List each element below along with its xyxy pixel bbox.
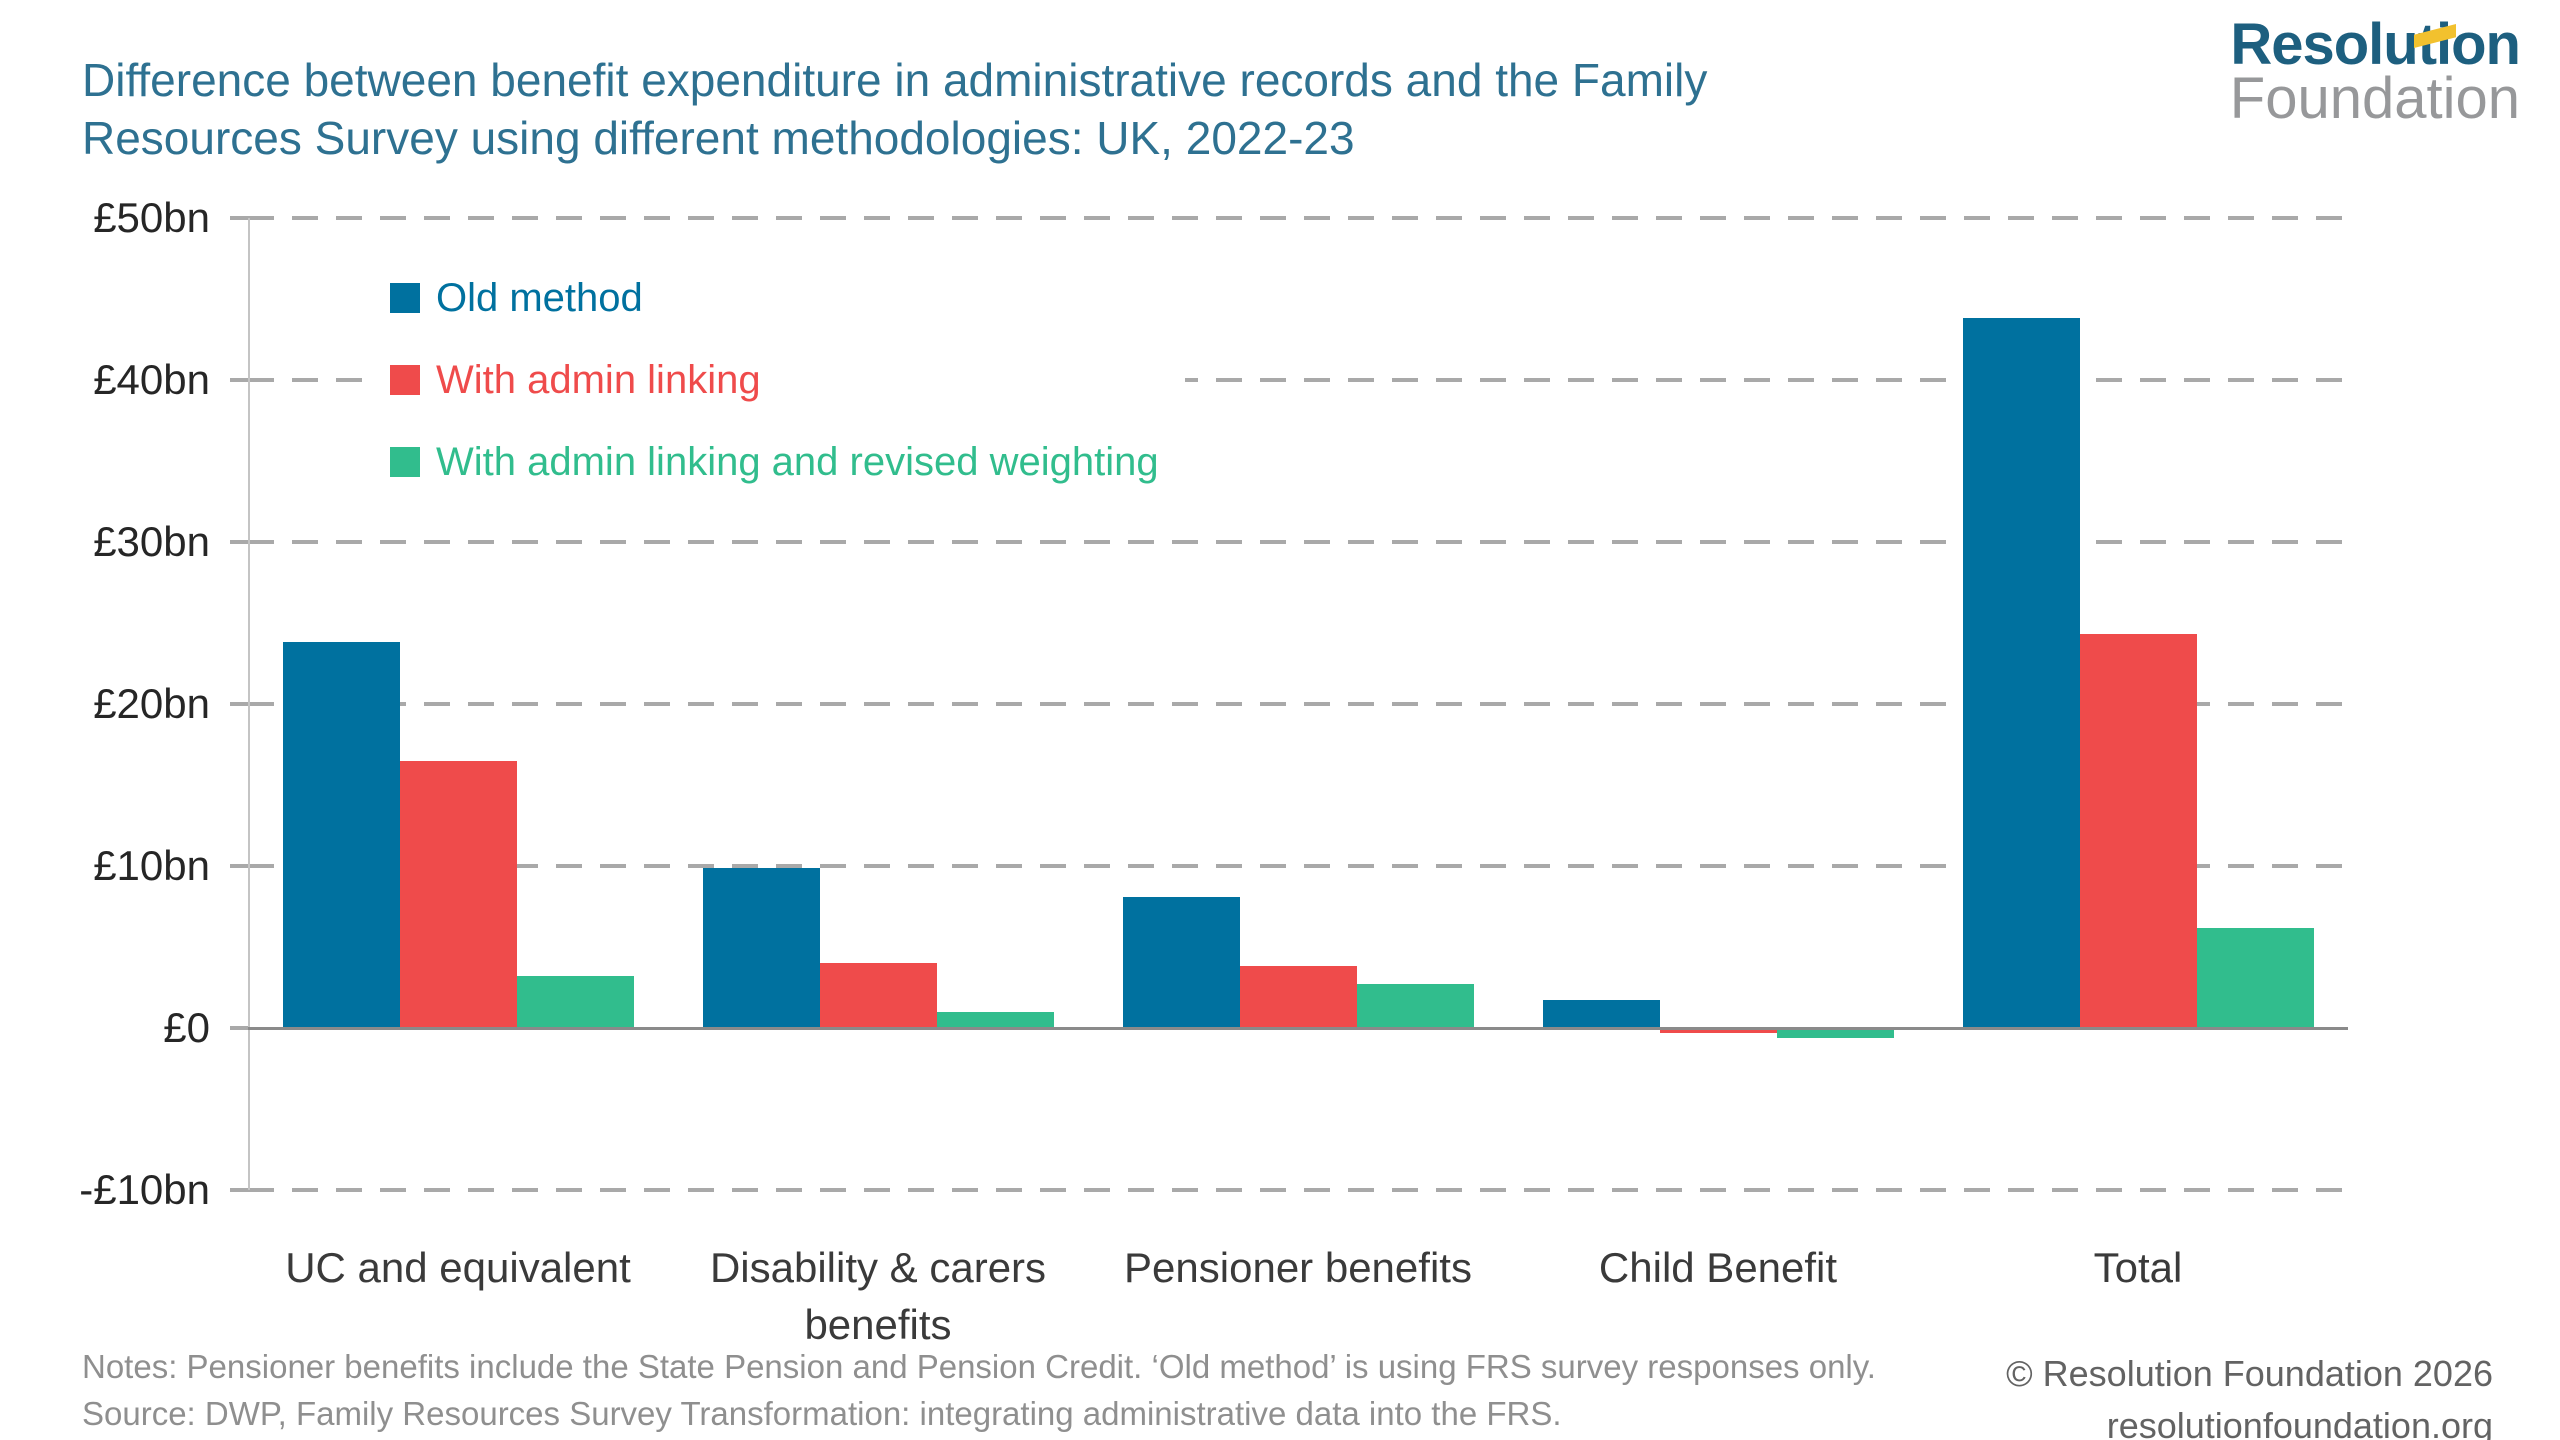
y-tick-mark bbox=[230, 1188, 250, 1192]
copyright-text: © Resolution Foundation 2026 bbox=[2006, 1353, 2493, 1394]
bar-with-admin-linking-and-revised-weighting-4 bbox=[1776, 1028, 1894, 1038]
legend-label: With admin linking bbox=[436, 357, 761, 402]
bar-with-admin-linking-and-revised-weighting-5 bbox=[2196, 927, 2314, 1028]
notes-line: Notes: Pensioner benefits include the St… bbox=[82, 1348, 1876, 1385]
bar-old-method-4 bbox=[1542, 1000, 1660, 1028]
notes: Notes: Pensioner benefits include the St… bbox=[82, 1344, 1876, 1438]
gridline-40 bbox=[248, 378, 2348, 382]
y-axis-label: £0 bbox=[163, 1004, 210, 1051]
y-axis-label: £20bn bbox=[93, 680, 210, 727]
y-axis-label: £30bn bbox=[93, 518, 210, 565]
x-category-label: UC and equivalent bbox=[285, 1244, 631, 1291]
bar-with-admin-linking-and-revised-weighting-1 bbox=[516, 976, 634, 1028]
logo-resolution-text: Resolution bbox=[2230, 12, 2521, 77]
chart-legend: Old method With admin linking With admin l… bbox=[380, 268, 1185, 514]
bar-with-admin-linking-1 bbox=[399, 760, 517, 1028]
legend-item: With admin linking and revised weighting bbox=[390, 432, 1159, 492]
bar-old-method-3 bbox=[1122, 896, 1240, 1028]
y-tick-mark bbox=[230, 864, 250, 868]
gridline-10 bbox=[248, 864, 2348, 868]
legend-label: With admin linking and revised weighting bbox=[436, 439, 1159, 484]
logo-foundation-text: Foundation bbox=[2229, 66, 2520, 131]
page-title: Difference between benefit expenditure i… bbox=[82, 52, 1882, 168]
y-tick-mark bbox=[230, 1026, 250, 1030]
bar-with-admin-linking-and-revised-weighting-2 bbox=[936, 1011, 1054, 1028]
y-axis-label: -£10bn bbox=[79, 1166, 210, 1213]
bar-with-admin-linking-5 bbox=[2079, 634, 2197, 1028]
bar-old-method-1 bbox=[282, 642, 400, 1028]
gridline--10 bbox=[248, 1188, 2348, 1192]
legend-swatch-icon bbox=[390, 447, 420, 477]
gridline-50 bbox=[248, 216, 2348, 220]
x-category-label: Total bbox=[2093, 1244, 2183, 1291]
y-axis-label: £40bn bbox=[93, 356, 210, 403]
legend-swatch-icon bbox=[390, 365, 420, 395]
bar-old-method-2 bbox=[702, 867, 820, 1028]
y-axis-label: £50bn bbox=[93, 194, 210, 241]
y-tick-mark bbox=[230, 216, 250, 220]
resolution-foundation-logo: Resolution Foundation bbox=[2229, 12, 2521, 131]
x-category-label: Disability & carers benefits bbox=[709, 1244, 1047, 1348]
legend-swatch-icon bbox=[390, 283, 420, 313]
gridline-30 bbox=[248, 540, 2348, 544]
footer: © Resolution Foundation 2026 resolutionf… bbox=[2006, 1348, 2493, 1440]
bar-old-method-5 bbox=[1962, 318, 2080, 1028]
title-line-1: Difference between benefit expenditure i… bbox=[82, 54, 1708, 106]
x-category-label: Child Benefit bbox=[1598, 1244, 1838, 1291]
legend-item: With admin linking bbox=[390, 350, 1159, 410]
legend-label: Old method bbox=[436, 275, 643, 320]
y-tick-mark bbox=[230, 702, 250, 706]
y-tick-mark bbox=[230, 540, 250, 544]
zero-axis-line bbox=[248, 1027, 2348, 1030]
x-category-label: Pensioner benefits bbox=[1124, 1244, 1472, 1291]
legend-item: Old method bbox=[390, 268, 1159, 328]
source-line: Source: DWP, Family Resources Survey Tra… bbox=[82, 1394, 1562, 1432]
website-text: resolutionfoundation.org bbox=[2106, 1405, 2493, 1440]
y-axis-label: £10bn bbox=[93, 842, 210, 889]
bar-with-admin-linking-4 bbox=[1659, 1028, 1777, 1033]
bar-with-admin-linking-2 bbox=[819, 963, 937, 1028]
y-axis-line bbox=[248, 218, 250, 1190]
bar-with-admin-linking-and-revised-weighting-3 bbox=[1356, 984, 1474, 1028]
title-line-2: Resources Survey using different methodo… bbox=[82, 111, 1355, 164]
gridline-20 bbox=[248, 702, 2348, 706]
y-tick-mark bbox=[230, 378, 250, 382]
bar-with-admin-linking-3 bbox=[1239, 966, 1357, 1028]
